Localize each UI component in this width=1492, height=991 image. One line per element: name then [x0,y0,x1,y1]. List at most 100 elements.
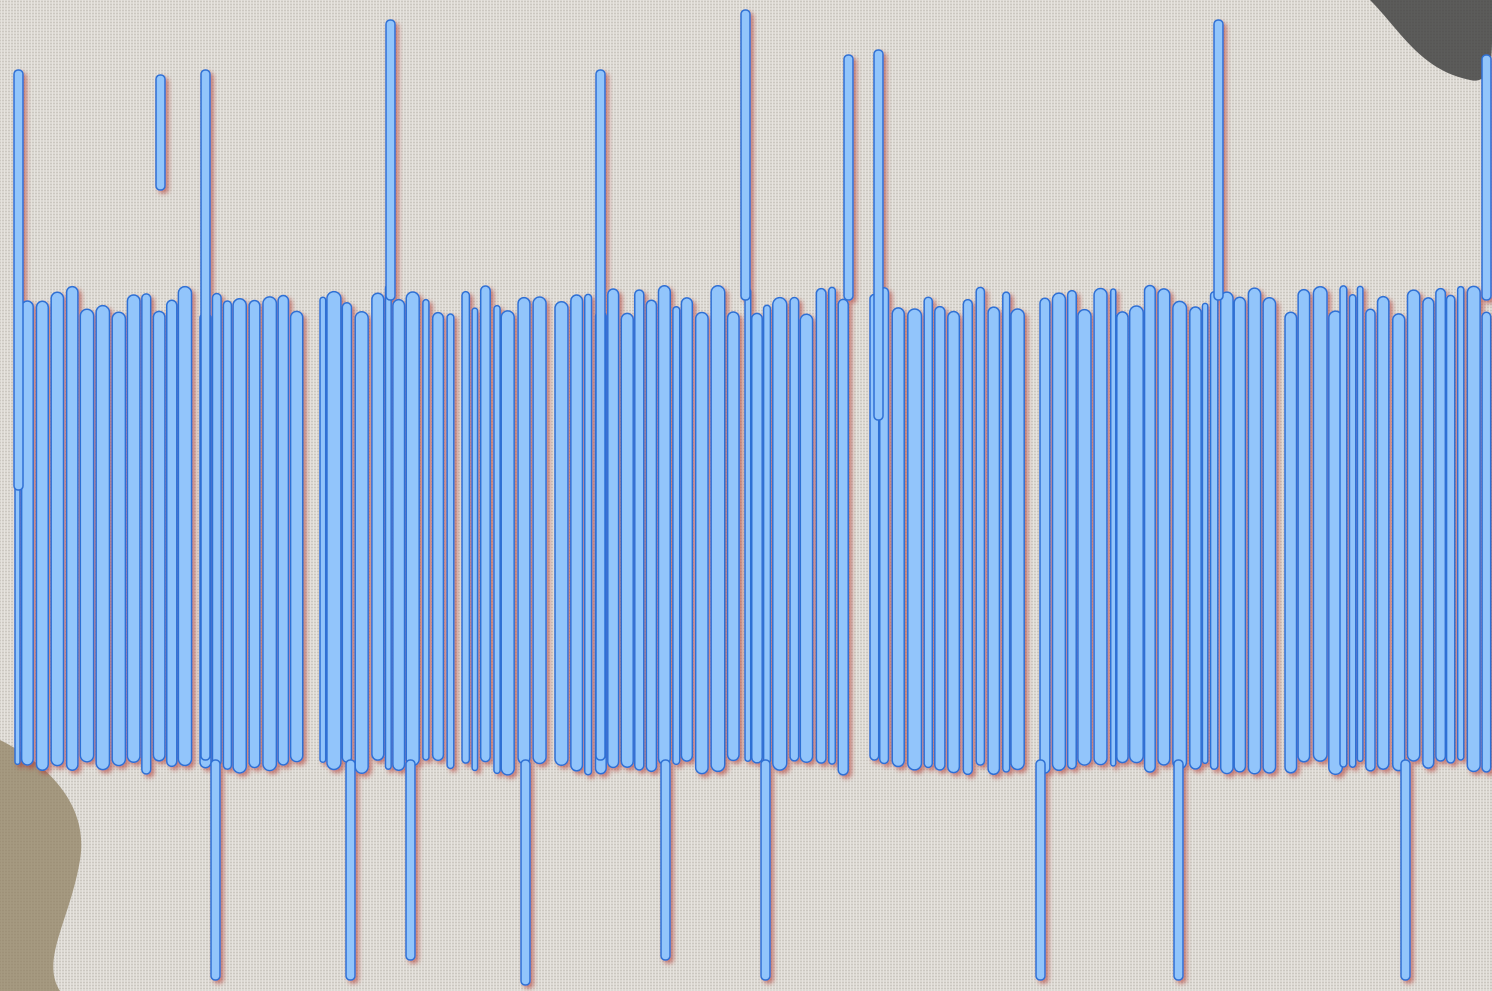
glyph-stroke [326,290,342,771]
corner-ornament [1370,0,1492,81]
glyph-stroke [232,297,248,774]
glyph-stroke [789,296,800,762]
glyph-stroke [471,307,479,772]
glyph-stroke [126,294,141,764]
glyph-stem [740,9,751,301]
glyph-stroke [532,296,547,765]
glyph-stroke [1209,290,1219,771]
glyph-stem [843,54,854,301]
glyph-stroke [20,300,34,766]
glyph-stroke [694,311,709,775]
glyph-stroke [493,304,501,775]
glyph-stroke [289,310,304,763]
corner-figure [0,740,82,991]
glyph-stem [200,69,211,761]
glyph-stroke [1233,296,1247,773]
glyph-stroke [405,291,420,767]
glyph-stroke [923,296,934,769]
glyph-stroke [152,310,166,762]
glyph-stroke [1093,287,1108,766]
glyph-stroke [570,294,584,772]
glyph-stroke [1297,288,1311,763]
glyph-stroke [1339,285,1348,768]
glyph-stroke [341,302,353,763]
glyph-stem [385,19,396,301]
glyph-stroke [1010,308,1025,771]
glyph-stroke [620,312,634,768]
glyph-stroke [1109,288,1117,767]
glyph-stroke [65,285,79,772]
glyph-stroke [1051,292,1067,772]
glyph-stem [345,759,356,981]
glyph-stroke [1247,287,1262,775]
glyph-stroke [1481,311,1492,773]
glyph-stroke [837,298,849,776]
glyph-stroke [1391,313,1406,772]
glyph-stroke [583,293,593,776]
glyph-stroke [384,284,392,771]
glyph-stem [595,69,606,761]
glyph-stroke [1077,308,1092,766]
glyph-stroke [277,294,290,766]
glyph-stroke [799,313,814,764]
glyph-stem [1213,19,1224,301]
glyph-stroke [947,310,961,774]
glyph-stroke [177,285,193,767]
glyph-stem [1173,759,1184,981]
glyph-stroke [680,297,694,762]
glyph-stroke [672,305,681,766]
glyph-stroke [815,287,827,764]
glyph-stroke [422,298,430,761]
glyph-stroke [262,296,278,772]
glyph-stroke [319,296,327,764]
glyph-stroke [1039,297,1051,774]
glyph-stroke [1284,311,1298,774]
glyph-stroke [517,296,531,765]
glyph-stroke [141,293,152,775]
glyph-stroke [222,300,233,770]
glyph-stem [760,759,771,981]
glyph-stroke [1422,297,1435,769]
glyph-stroke [1189,306,1202,770]
glyph-stroke [657,285,672,766]
stretched-text [13,9,1492,986]
glyph-stem [210,759,221,981]
glyph-stroke [1172,300,1188,770]
glyph-stroke [1312,285,1328,762]
glyph-stroke [79,308,95,763]
glyph-stem [155,74,166,191]
glyph-stem [1035,759,1046,981]
glyph-stroke [772,296,788,771]
glyph-stroke [166,299,178,768]
glyph-stroke [1435,287,1447,762]
glyph-stroke [891,307,905,768]
glyph-stroke [975,286,986,766]
glyph-stroke [248,299,261,769]
glyph-stem [13,69,24,491]
glyph-stroke [392,298,406,772]
glyph-stroke [1456,285,1465,761]
glyph-stem [520,759,531,986]
glyph-stroke [827,286,837,765]
glyph-stroke [762,304,772,765]
glyph-stroke [1406,289,1421,762]
glyph-stroke [1143,284,1156,773]
glyph-stroke [554,301,569,767]
glyph-stem [873,49,884,421]
glyph-stroke [479,285,491,763]
glyph-stroke [1376,295,1390,770]
glyph-stroke [1002,291,1011,773]
glyph-stroke [962,298,974,776]
glyph-stroke [907,308,923,771]
glyph-stroke [1356,285,1364,763]
glyph-stroke [111,311,127,767]
glyph-stroke [1116,311,1129,764]
glyph-stroke [371,292,385,761]
glyph-stroke [934,305,946,771]
glyph-stroke [1128,305,1144,764]
glyph-stroke [710,285,726,773]
glyph-stroke [461,290,471,764]
glyph-stroke [1445,294,1456,764]
